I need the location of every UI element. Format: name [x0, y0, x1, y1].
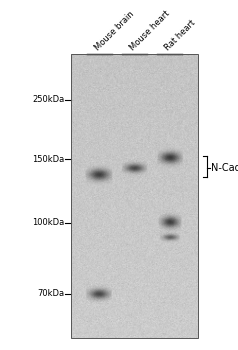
Text: N-Cadherin: N-Cadherin	[211, 163, 238, 173]
Text: 70kDa: 70kDa	[37, 289, 64, 298]
Text: Rat heart: Rat heart	[164, 19, 198, 52]
Text: Mouse brain: Mouse brain	[93, 9, 136, 52]
Text: 100kDa: 100kDa	[32, 218, 64, 228]
Text: 150kDa: 150kDa	[32, 155, 64, 164]
Text: 250kDa: 250kDa	[32, 95, 64, 104]
Bar	[71, 54, 198, 338]
Text: Mouse heart: Mouse heart	[128, 9, 172, 52]
